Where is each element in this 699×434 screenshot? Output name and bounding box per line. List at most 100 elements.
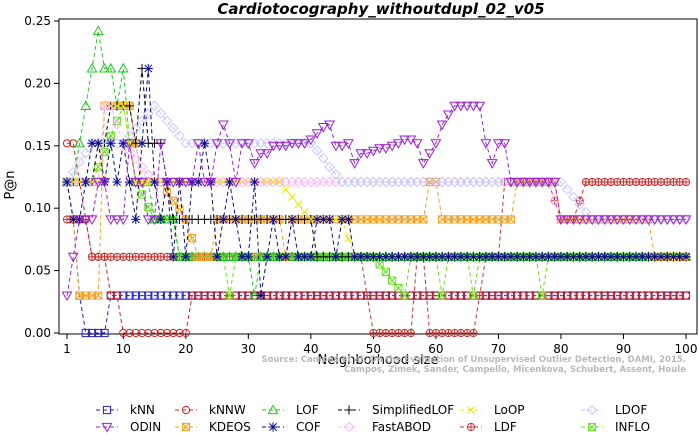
data-point-loop — [300, 207, 309, 216]
legend-label-ldf: LDF — [494, 420, 517, 434]
data-point-knnw — [212, 291, 222, 300]
data-point-odin — [67, 252, 79, 263]
data-point-knnw — [306, 291, 315, 300]
series-layer — [61, 25, 692, 338]
data-point-knnw — [525, 291, 534, 300]
data-point-knnw — [325, 291, 334, 300]
data-point-cof — [274, 252, 285, 262]
data-point-knnw — [531, 291, 541, 300]
data-point-cof — [299, 252, 310, 262]
series-line-fastabod — [67, 105, 686, 220]
data-point-knnw — [200, 291, 209, 300]
data-point-odin — [386, 141, 398, 152]
legend-marker-knnw — [181, 405, 191, 415]
data-point-odin — [530, 177, 542, 188]
data-point-knnw — [137, 328, 147, 338]
data-point-knnw — [606, 291, 616, 300]
data-point-knnw — [594, 291, 603, 300]
data-point-fastabod — [136, 161, 148, 173]
data-point-cof — [337, 214, 347, 225]
legend-marker-inflo — [587, 422, 597, 432]
y-tick-label: 0.00 — [24, 326, 51, 340]
data-point-loop — [306, 215, 315, 224]
data-point-ldof — [574, 199, 586, 210]
legend-marker-cof — [268, 422, 278, 432]
y-tick-label: 0.25 — [24, 14, 51, 28]
data-point-lof — [99, 62, 110, 73]
data-point-odin — [517, 177, 529, 188]
data-point-inflo — [100, 147, 109, 157]
data-point-cof — [106, 138, 116, 148]
data-point-odin — [142, 215, 154, 226]
legend-marker-knn — [102, 405, 112, 415]
data-point-odin — [511, 177, 523, 188]
series-lof — [61, 25, 692, 300]
data-point-cof — [212, 252, 222, 262]
data-point-cof — [418, 252, 428, 262]
data-point-cof — [131, 214, 141, 225]
data-point-knnw — [269, 291, 278, 300]
data-point-knnw — [125, 328, 134, 338]
data-point-ldof — [318, 152, 329, 164]
data-point-odin — [217, 120, 229, 131]
data-point-cof — [475, 252, 485, 262]
data-point-cof — [381, 252, 391, 262]
data-point-inflo — [538, 291, 547, 300]
data-point-inflo — [381, 267, 390, 276]
data-point-cof — [650, 252, 660, 262]
data-point-kdeos — [187, 234, 197, 243]
data-point-cof — [481, 252, 491, 262]
watermark-line-2: Campos, Zimek, Sander, Campello, Micenko… — [344, 365, 686, 375]
data-point-cof — [537, 252, 547, 262]
data-point-knnw — [287, 291, 297, 300]
legend-marker-odin — [101, 422, 113, 433]
data-point-cof — [387, 252, 397, 262]
legend-label-odin: ODIN — [130, 420, 161, 434]
data-point-odin — [668, 215, 679, 226]
data-point-knnw — [431, 291, 440, 300]
data-point-odin — [174, 177, 185, 188]
data-point-simplifiedlof — [124, 101, 135, 111]
data-point-odin — [324, 120, 336, 131]
legend-label-ldof: LDOF — [615, 403, 647, 417]
data-point-odin — [367, 146, 379, 157]
data-point-cof — [643, 252, 654, 262]
data-point-cof — [662, 252, 672, 262]
data-point-cof — [518, 252, 529, 262]
data-point-kdeos — [94, 291, 103, 300]
data-point-odin — [392, 139, 404, 149]
legend-item-knnw: kNNW — [175, 403, 246, 417]
data-point-loop — [113, 101, 121, 110]
data-point-knnw — [144, 328, 153, 338]
data-point-kdeos — [206, 252, 215, 261]
data-point-knn — [137, 291, 147, 300]
data-point-cof — [393, 252, 403, 262]
data-point-cof — [543, 252, 554, 262]
legend-item-lof: LOF — [262, 403, 319, 417]
data-point-knnw — [444, 291, 453, 300]
data-point-cof — [137, 138, 147, 148]
series-line-knnw — [67, 142, 686, 334]
legend-label-inflo: INFLO — [615, 420, 650, 434]
data-point-odin — [336, 141, 348, 152]
legend-label-simplifiedlof: SimplifiedLOF — [372, 403, 454, 417]
data-point-cof — [318, 214, 328, 225]
data-point-odin — [111, 215, 123, 226]
data-point-odin — [355, 149, 367, 159]
data-point-odin — [480, 139, 492, 149]
data-point-odin — [299, 139, 311, 149]
data-point-knnw — [275, 291, 284, 300]
data-point-lof — [105, 62, 117, 73]
data-point-inflo — [394, 283, 403, 293]
data-point-odin — [199, 177, 211, 188]
data-point-knnw — [550, 291, 559, 300]
legend-label-cof: COF — [296, 420, 321, 434]
data-point-odin — [655, 215, 667, 226]
data-point-knn — [156, 291, 165, 300]
data-point-cof — [437, 252, 447, 262]
data-point-cof — [237, 252, 247, 262]
data-point-odin — [649, 215, 661, 226]
data-point-cof — [199, 138, 210, 148]
data-point-odin — [505, 177, 517, 188]
data-point-ldof — [67, 166, 79, 178]
